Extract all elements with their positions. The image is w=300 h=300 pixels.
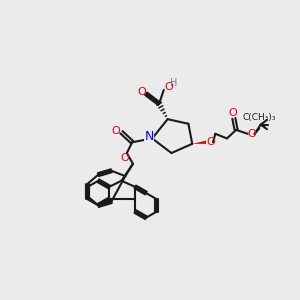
Text: O: O (164, 82, 173, 92)
Text: O: O (137, 87, 146, 97)
Text: O: O (112, 126, 120, 136)
Text: O: O (247, 129, 256, 139)
Text: H: H (170, 78, 178, 88)
Text: O: O (206, 137, 215, 147)
Text: N: N (144, 130, 154, 142)
Text: O: O (228, 108, 237, 118)
Text: O: O (120, 153, 129, 164)
Text: C(CH₃)₃: C(CH₃)₃ (242, 113, 276, 122)
Polygon shape (192, 141, 206, 144)
